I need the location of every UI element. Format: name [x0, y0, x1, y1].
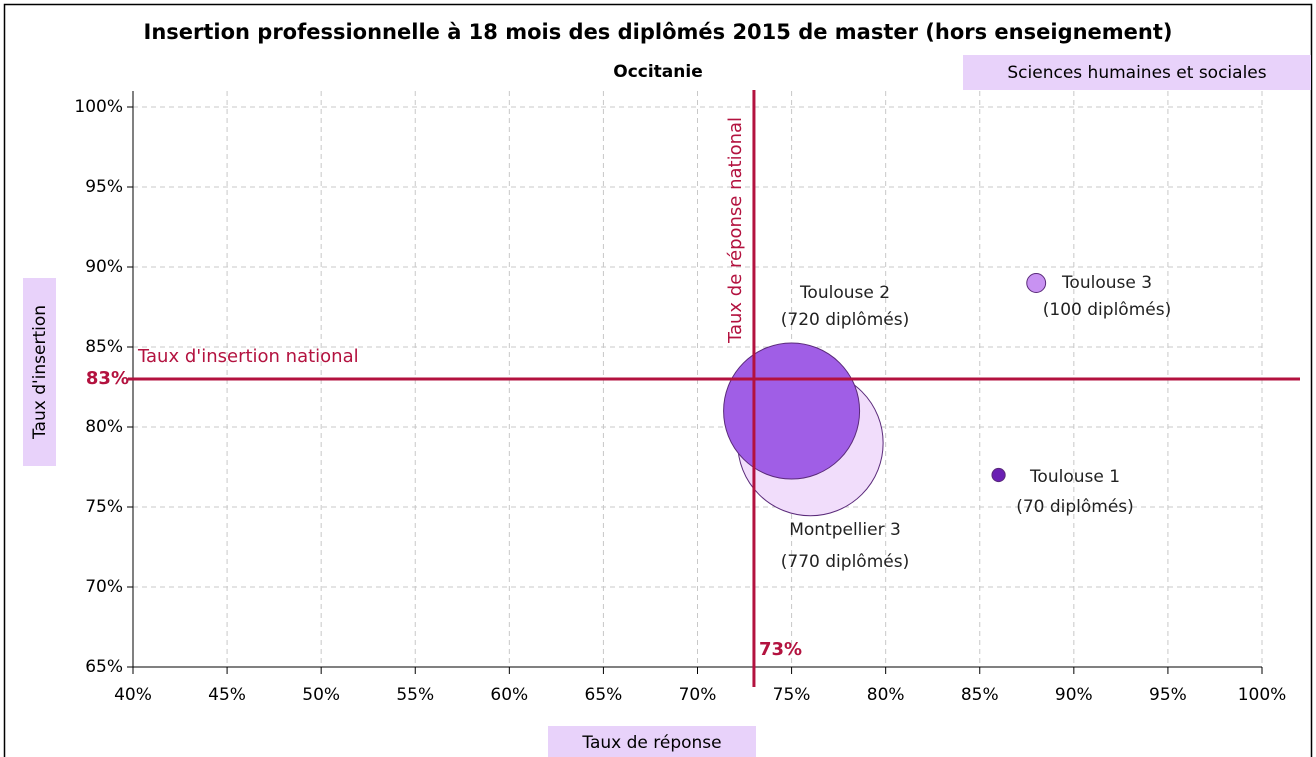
point-size-label: (720 diplômés)	[781, 310, 909, 330]
y-tick-label: 75%	[85, 497, 123, 517]
y-tick-label: 85%	[85, 337, 123, 357]
y-tick-label: 80%	[85, 417, 123, 437]
reference-value: 73%	[759, 639, 802, 660]
x-tick-label: 60%	[490, 685, 528, 705]
x-tick-label: 65%	[585, 685, 623, 705]
x-tick-label: 95%	[1149, 685, 1187, 705]
x-tick-label: 75%	[773, 685, 811, 705]
bubble	[1026, 273, 1047, 293]
x-axis-label: Taux de réponse	[581, 733, 721, 753]
x-tick-label: 100%	[1238, 685, 1287, 705]
x-tick-label: 90%	[1055, 685, 1093, 705]
x-tick-label: 85%	[961, 685, 999, 705]
x-tick-label: 55%	[396, 685, 434, 705]
bubble	[991, 467, 1006, 483]
point-size-label: (770 diplômés)	[781, 552, 909, 572]
y-label-background	[23, 278, 56, 466]
tag-background	[963, 55, 1311, 90]
x-tick-label: 40%	[114, 685, 152, 705]
reference-name: Taux de réponse national	[725, 117, 746, 344]
x-tick-label: 80%	[867, 685, 905, 705]
point-size-label: (100 diplômés)	[1043, 300, 1171, 320]
x-tick-label: 50%	[302, 685, 340, 705]
x-tick-label: 45%	[208, 685, 246, 705]
x-tick-label: 70%	[679, 685, 717, 705]
chart-frame	[3, 3, 1313, 757]
point-name: Toulouse 2	[799, 283, 890, 303]
point-size-label: (70 diplômés)	[1016, 497, 1134, 517]
chart-subtitle: Occitanie	[613, 62, 703, 82]
point-name: Toulouse 1	[1029, 467, 1120, 487]
reference-name: Taux d'insertion national	[137, 346, 359, 367]
y-tick-label: 95%	[85, 177, 123, 197]
chart-title: Insertion professionnelle à 18 mois des …	[144, 20, 1173, 44]
point-name: Toulouse 3	[1061, 273, 1152, 293]
y-tick-label: 70%	[85, 577, 123, 597]
bubble	[723, 342, 861, 480]
x-label-background	[548, 726, 756, 757]
y-tick-label: 65%	[85, 657, 123, 677]
y-tick-label: 90%	[85, 257, 123, 277]
y-tick-label: 100%	[74, 97, 123, 117]
tag: Sciences humaines et sociales	[1007, 63, 1266, 83]
y-axis-label: Taux d'insertion	[30, 305, 50, 440]
reference-value: 83%	[86, 368, 129, 389]
point-name: Montpellier 3	[789, 520, 901, 540]
